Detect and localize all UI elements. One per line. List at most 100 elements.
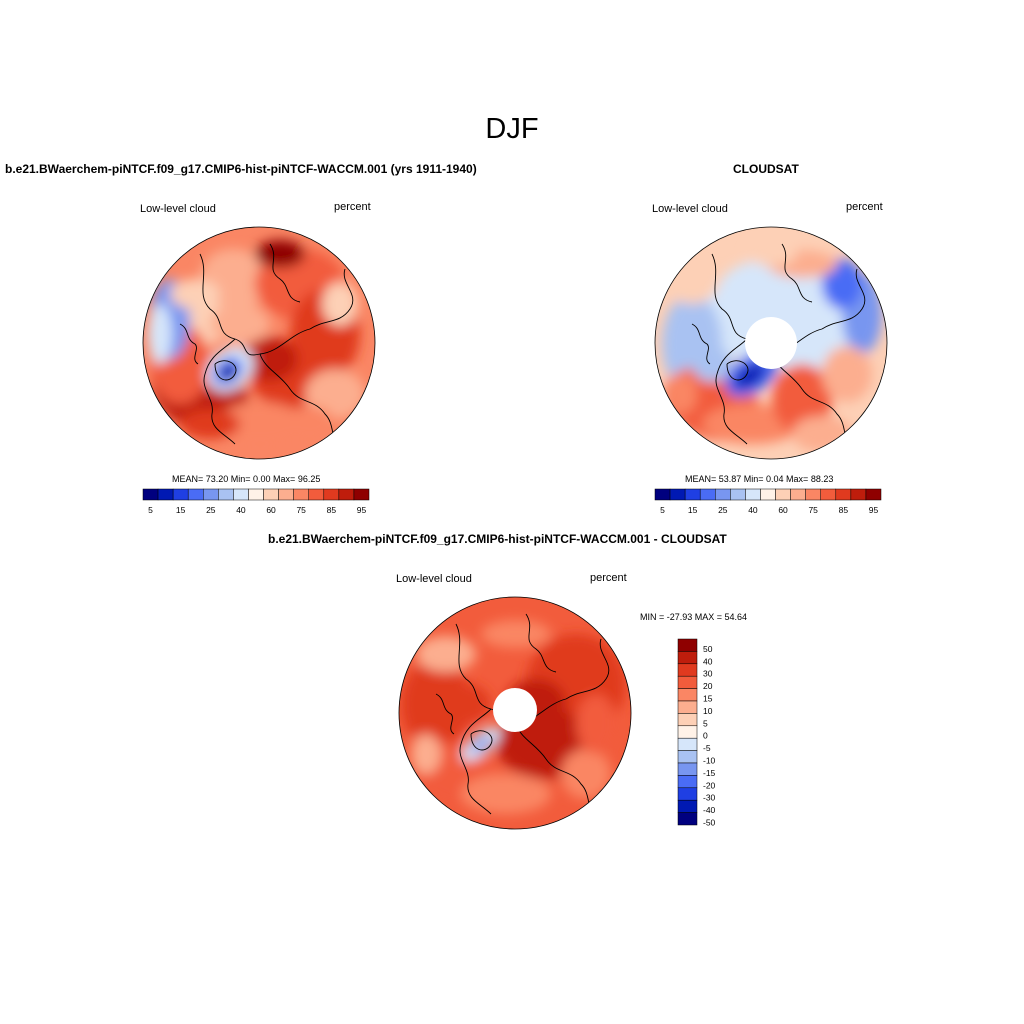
colorbar-swatch [353, 488, 370, 501]
colorbar-tick-label: 50 [703, 644, 713, 654]
colorbar-swatch [865, 488, 882, 501]
colorbar-tick-label: 75 [296, 505, 306, 515]
colorbar-tick-label: -20 [703, 780, 716, 790]
colorbar-swatch [805, 488, 821, 501]
coastline [269, 243, 301, 303]
colorbar-swatch [684, 488, 701, 501]
contour-patch [148, 304, 172, 364]
colorbar-tick-label: -15 [703, 768, 716, 778]
colorbar-tick-label: 5 [703, 718, 708, 728]
colorbar-swatch [699, 488, 716, 501]
colorbar-tick-label: 40 [236, 505, 246, 515]
missing-pole-mask [745, 317, 797, 369]
panel-model-title: b.e21.BWaerchem-piNTCF.f09_g17.CMIP6-his… [5, 162, 477, 176]
colorbar-swatch [677, 725, 698, 739]
map-diff [398, 596, 632, 830]
coastline [459, 708, 492, 815]
colorbar-tick-label: -40 [703, 805, 716, 815]
colorbar-swatch [730, 488, 746, 501]
map-boundary [654, 226, 888, 460]
colorbar-tick-label: 0 [703, 731, 708, 741]
panel-diff-stats: MIN = -27.93 MAX = 54.64 [640, 612, 748, 622]
contour-patch [822, 259, 862, 309]
colorbar-model: 5 15 25 40 60 75 85 95 [142, 488, 370, 515]
colorbar-obs: 5 15 25 40 60 75 85 95 [654, 488, 882, 515]
contour-patch [180, 409, 240, 439]
contour-patch [416, 636, 476, 672]
panel-model-stats: MEAN= 73.20 Min= 0.00 Max= 96.25 [172, 474, 321, 484]
colorbar-swatch [677, 775, 698, 789]
colorbar-swatch [677, 750, 698, 764]
coastline [821, 268, 866, 330]
coastline [771, 353, 853, 447]
coastline [470, 730, 493, 751]
colorbar-swatch [338, 488, 355, 501]
coastline [435, 693, 455, 735]
colorbar-swatch [850, 488, 867, 501]
contour-patch [561, 749, 611, 799]
colorbar-tick-label: -50 [703, 818, 716, 828]
coastline [726, 360, 749, 381]
panel-model-left-label: Low-level cloud [140, 203, 216, 215]
map-boundary [398, 596, 632, 830]
colorbar-swatch [715, 488, 731, 501]
panel-diff-left-label: Low-level cloud [396, 573, 472, 585]
colorbar-swatch [157, 488, 174, 501]
colorbar-tick-label: -5 [703, 743, 711, 753]
map-model [142, 226, 376, 460]
coastlines [179, 243, 354, 447]
colorbar-swatch [203, 488, 219, 501]
colorbar-tick-label: 25 [206, 505, 216, 515]
colorbar-swatch [233, 488, 249, 501]
coastline [309, 268, 354, 330]
contour-patch [667, 264, 717, 304]
colorbar-tick-label: -10 [703, 756, 716, 766]
colorbar-swatch [677, 638, 698, 652]
contour-patch [576, 694, 616, 754]
colorbar-swatch [760, 488, 776, 501]
colorbar-swatch [248, 488, 264, 501]
colorbar-swatch [669, 488, 686, 501]
contour-patch [322, 282, 358, 326]
coastline [259, 353, 341, 447]
panel-model-units-label: percent [334, 201, 371, 213]
panel-diff-units-label: percent [590, 572, 627, 584]
colorbar-tick-label: 40 [748, 505, 758, 515]
colorbar-tick-label: 10 [703, 706, 713, 716]
colorbar-swatch [187, 488, 204, 501]
contour-patch [215, 402, 305, 446]
colorbar-swatch [677, 651, 698, 665]
colorbar-swatch [820, 488, 837, 501]
colorbar-tick-label: 15 [688, 505, 698, 515]
map-boundary [142, 226, 376, 460]
contour-patch [401, 659, 471, 749]
colorbar-swatch [142, 488, 159, 501]
contour-patch [285, 406, 335, 442]
field-layer [399, 597, 631, 829]
colorbar-tick-label: 5 [660, 505, 665, 515]
contour-patch [441, 684, 491, 724]
colorbar-swatch [677, 713, 698, 727]
figure-title: DJF [485, 113, 539, 145]
coastline [525, 613, 557, 673]
colorbar-swatch [172, 488, 189, 501]
colorbar-tick-label: 95 [869, 505, 879, 515]
colorbar-swatch [677, 787, 698, 801]
contour-patch [170, 279, 220, 309]
coastline [691, 323, 711, 365]
colorbar-tick-label: -30 [703, 793, 716, 803]
coastline [214, 360, 237, 381]
colorbar-tick-label: 60 [266, 505, 276, 515]
panel-obs-title: CLOUDSAT [733, 162, 799, 176]
panel-obs-stats: MEAN= 53.87 Min= 0.04 Max= 88.23 [685, 474, 834, 484]
colorbar-tick-label: 85 [327, 505, 337, 515]
coastline [515, 723, 597, 817]
colorbar-swatch [775, 488, 791, 501]
contour-patch [242, 337, 298, 381]
colorbar-swatch [654, 488, 671, 501]
panel-obs-left-label: Low-level cloud [652, 203, 728, 215]
colorbar-swatch [677, 737, 698, 751]
colorbar-tick-label: 75 [808, 505, 818, 515]
colorbar-swatch [323, 488, 340, 501]
